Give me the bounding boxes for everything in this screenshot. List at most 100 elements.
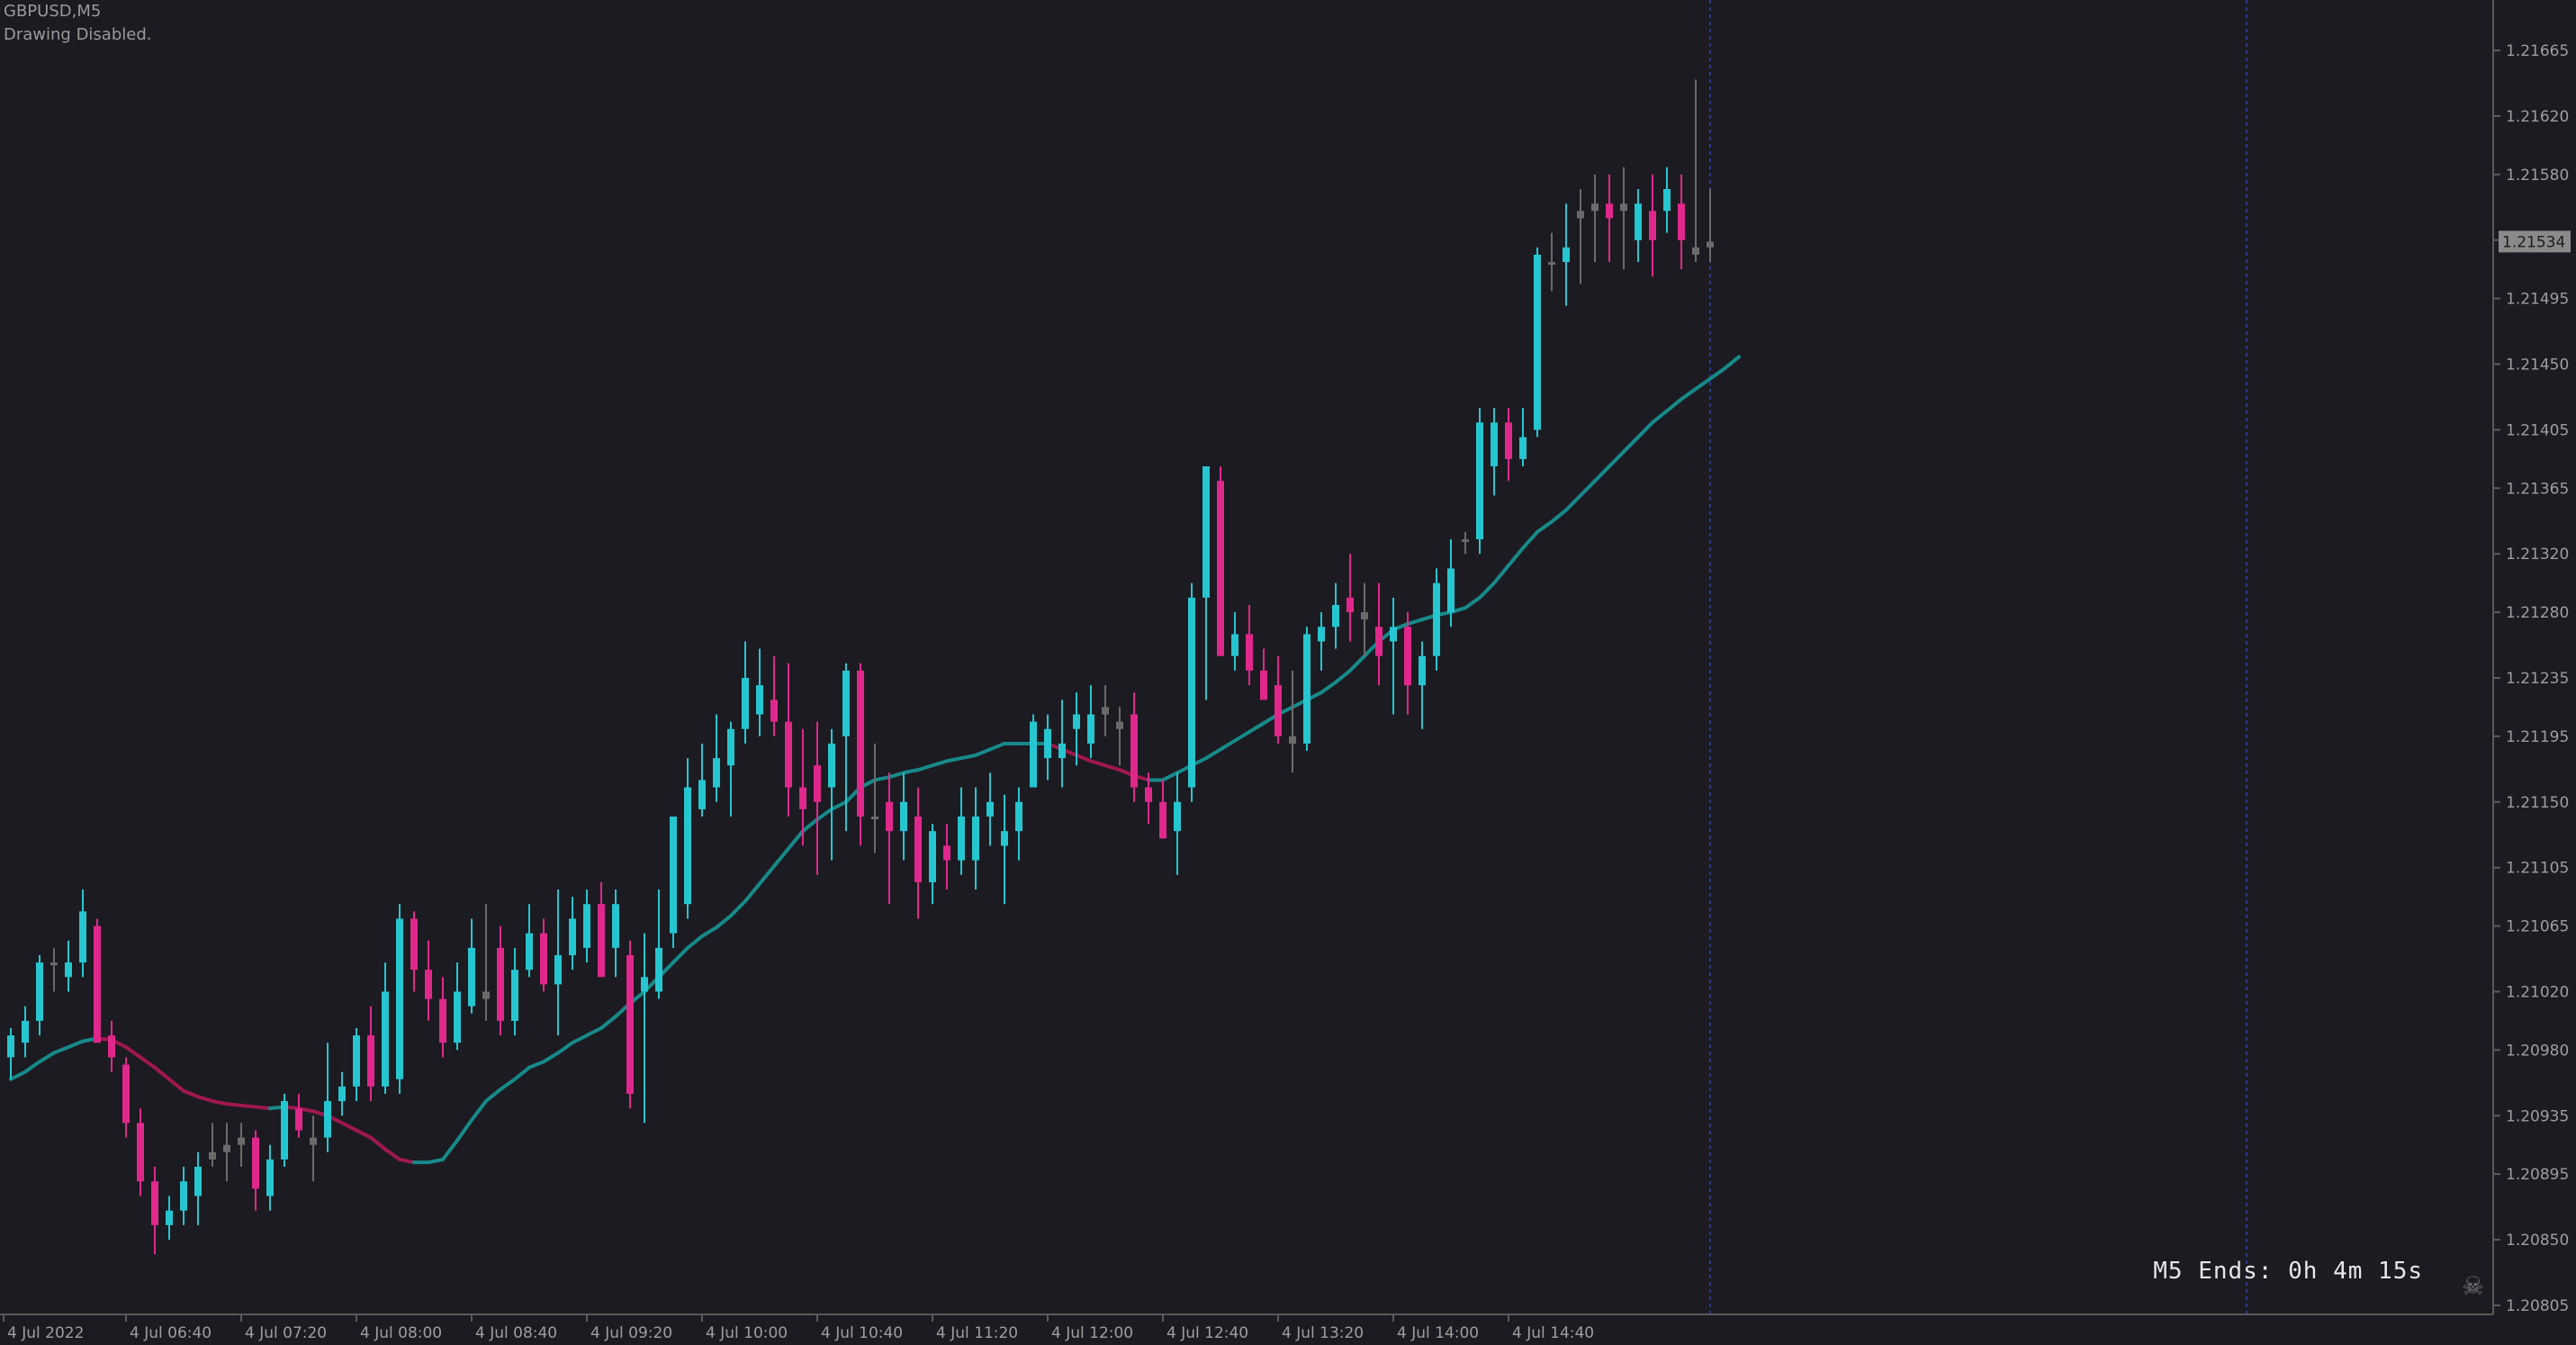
- candle: [1462, 531, 1469, 555]
- candle-body: [1231, 634, 1238, 656]
- candle-body: [1491, 422, 1498, 466]
- ma-segment: [758, 864, 776, 886]
- time-tick-label: 4 Jul 14:00: [1397, 1324, 1479, 1342]
- ma-segment: [1665, 397, 1683, 413]
- candle: [482, 904, 490, 1021]
- candle: [1174, 772, 1181, 875]
- candle-body: [22, 1020, 29, 1043]
- price-tick-label: 1.21280: [2506, 604, 2569, 622]
- candle-body: [137, 1123, 144, 1182]
- candle-body: [684, 787, 691, 905]
- candle: [1606, 174, 1613, 263]
- candle: [713, 714, 720, 802]
- candle: [223, 1123, 230, 1182]
- candle: [972, 787, 979, 890]
- ma-segment: [873, 775, 891, 782]
- candle: [1130, 692, 1138, 802]
- current-price-tag: 1.21534: [2499, 230, 2571, 253]
- ma-segment: [916, 763, 934, 772]
- candle-body: [1174, 801, 1181, 832]
- ma-segment: [383, 1147, 401, 1161]
- candle-body: [526, 933, 533, 970]
- candle-body: [1433, 582, 1440, 656]
- period-separators: [1709, 0, 2247, 1314]
- candle-body: [281, 1101, 288, 1160]
- price-tick-label: 1.21150: [2506, 794, 2569, 812]
- candle-body: [1188, 597, 1195, 788]
- ma-segment: [1233, 729, 1251, 743]
- candle-body: [324, 1101, 331, 1138]
- ma-segment: [988, 741, 1006, 752]
- time-tick-label: 4 Jul 12:00: [1051, 1324, 1133, 1342]
- ma-segment: [1320, 680, 1338, 695]
- ma-segment: [542, 1051, 560, 1064]
- ma-segment: [1103, 763, 1121, 772]
- ma-segment: [1694, 376, 1712, 392]
- price-tick-label: 1.21495: [2506, 291, 2569, 309]
- candle-body: [1534, 254, 1541, 430]
- time-axis[interactable]: 4 Jul 2022 4 Jul 06:40 4 Jul 07:20 4 Jul 08…: [0, 1313, 2493, 1342]
- time-tick-label: 4 Jul 06:40: [130, 1324, 212, 1342]
- candle-body: [598, 904, 605, 978]
- candle-body: [1548, 262, 1555, 266]
- price-tick-label: 1.21195: [2506, 728, 2569, 746]
- ma-segment: [830, 799, 848, 811]
- price-axis[interactable]: 1.216651.216201.215801.215351.214951.214…: [2492, 0, 2569, 1315]
- ma-segment: [815, 807, 833, 822]
- candle: [151, 1167, 158, 1255]
- price-tick-label: 1.21235: [2506, 670, 2569, 688]
- candle: [425, 940, 432, 1021]
- candle: [1073, 692, 1080, 766]
- candle-body: [1332, 604, 1339, 627]
- ma-segment: [1219, 738, 1237, 752]
- candle-body: [252, 1137, 259, 1189]
- candle-body: [382, 991, 389, 1087]
- ma-segment: [1478, 581, 1496, 600]
- candle: [65, 940, 72, 992]
- ma-segment: [1492, 564, 1510, 585]
- candle-body: [511, 970, 518, 1021]
- ma-segment: [1622, 435, 1640, 454]
- candle-body: [785, 721, 792, 788]
- ma-segment: [369, 1135, 387, 1151]
- ma-segment: [499, 1077, 517, 1092]
- candle: [742, 641, 749, 744]
- candle: [1491, 408, 1498, 496]
- candle-body: [698, 780, 706, 809]
- price-tick-label: 1.21620: [2506, 108, 2569, 126]
- ma-segment: [527, 1060, 545, 1070]
- current-price-box: [2499, 230, 2571, 253]
- candle: [497, 925, 504, 1036]
- candle: [886, 772, 893, 905]
- candle: [1534, 247, 1541, 438]
- ma-segment: [1406, 618, 1424, 627]
- ma-segment: [441, 1138, 459, 1161]
- candle-body: [1375, 627, 1383, 656]
- candle-body: [814, 765, 821, 802]
- ma-segment: [340, 1121, 358, 1133]
- ma-segment: [556, 1041, 574, 1055]
- candle: [1332, 582, 1339, 649]
- symbol-label: GBPUSD,M5: [4, 2, 102, 21]
- price-tick-label: 1.21105: [2506, 860, 2569, 878]
- candle-body: [641, 977, 648, 992]
- moving-average-line: [9, 355, 1741, 1165]
- candle: [1519, 408, 1527, 466]
- candle-body: [886, 801, 893, 832]
- candle-body: [396, 918, 403, 1079]
- candle: [353, 1028, 360, 1102]
- candle: [36, 954, 43, 1036]
- ma-segment: [1608, 449, 1626, 468]
- candle-body: [151, 1181, 158, 1225]
- candle-body: [1130, 714, 1138, 788]
- ma-segment: [743, 881, 761, 904]
- time-tick-label: 4 Jul 10:00: [706, 1324, 788, 1342]
- candle: [871, 743, 878, 853]
- ma-segment: [1247, 721, 1265, 734]
- candle: [1707, 188, 1714, 263]
- ma-segment: [1680, 387, 1698, 402]
- candle-body: [742, 678, 749, 729]
- candle: [1692, 79, 1699, 263]
- candle: [1678, 174, 1685, 270]
